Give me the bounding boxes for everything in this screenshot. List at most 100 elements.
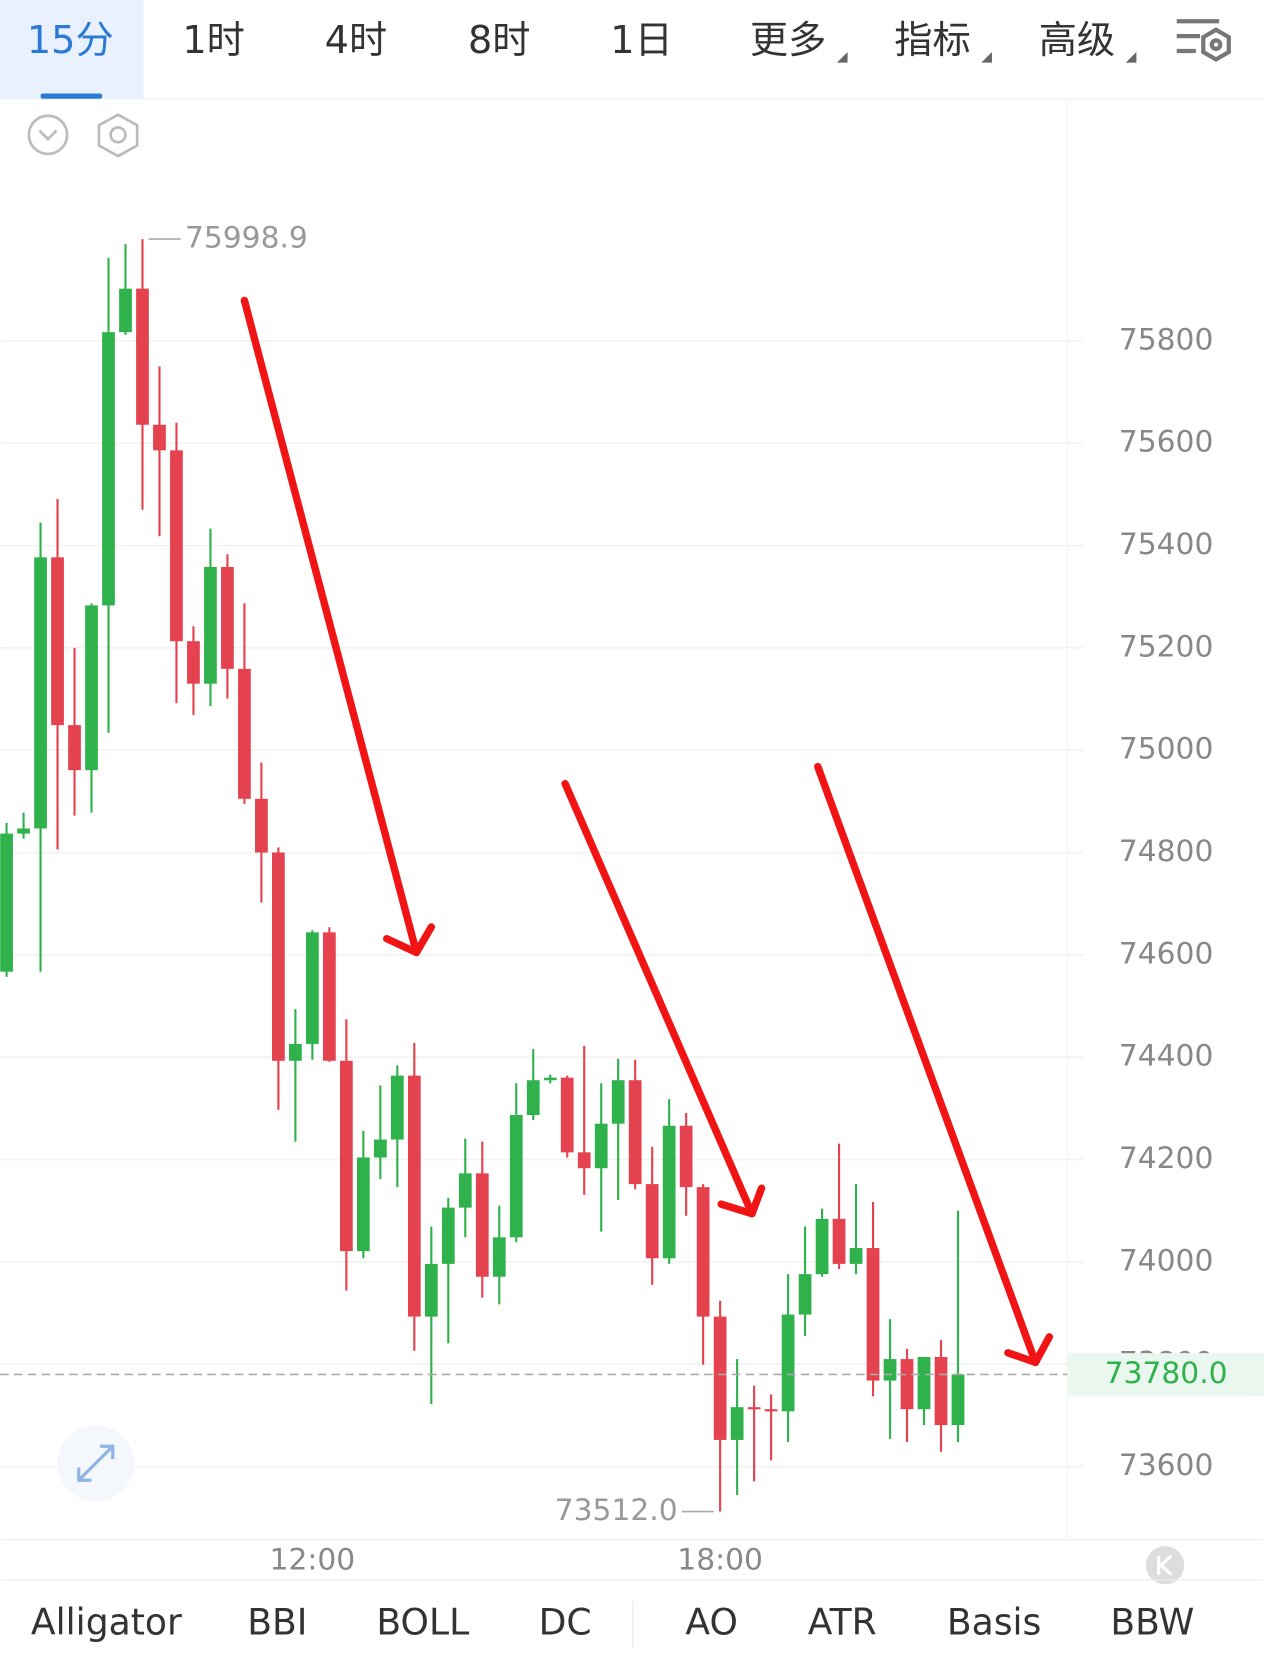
y-tick-label: 73600 bbox=[1119, 1448, 1214, 1483]
plot: 7360073800740007420074400746007480075000… bbox=[0, 221, 1264, 1577]
candle-body bbox=[339, 1060, 353, 1252]
candle-body bbox=[424, 1263, 438, 1317]
candle-body bbox=[866, 1248, 880, 1381]
candle-body bbox=[272, 852, 285, 1061]
indicator-tab[interactable]: DC bbox=[539, 1601, 592, 1644]
candle-body bbox=[68, 725, 81, 771]
y-tick-label: 74400 bbox=[1119, 1039, 1214, 1074]
toolbar-tab[interactable]: 1时 bbox=[182, 19, 245, 63]
indicator-tab[interactable]: AO bbox=[685, 1601, 737, 1644]
indicator-tab[interactable]: ATR bbox=[808, 1601, 877, 1644]
candle-body bbox=[475, 1173, 489, 1277]
toolbar-tab[interactable]: 8时 bbox=[468, 19, 531, 63]
candle-body bbox=[543, 1077, 557, 1081]
candle-body bbox=[696, 1187, 710, 1317]
dropdown-caret bbox=[1125, 52, 1137, 63]
collapse-icon[interactable] bbox=[27, 114, 69, 156]
candle-body bbox=[441, 1207, 455, 1264]
candle-body bbox=[900, 1359, 914, 1410]
active-tab-bg bbox=[0, 0, 144, 99]
x-tick-label: 18:00 bbox=[677, 1542, 763, 1577]
candle-body bbox=[289, 1043, 302, 1061]
candle-body bbox=[713, 1316, 727, 1440]
candle-body bbox=[628, 1080, 642, 1185]
candle-body bbox=[17, 828, 30, 834]
candle-body bbox=[934, 1357, 948, 1426]
style-icon[interactable] bbox=[97, 113, 139, 158]
high-label: 75998.9 bbox=[185, 221, 308, 256]
candle-body bbox=[0, 833, 13, 972]
x-tick-label: 12:00 bbox=[270, 1542, 356, 1577]
candle-body bbox=[102, 332, 115, 606]
candle-body bbox=[51, 557, 64, 726]
y-tick-label: 75400 bbox=[1119, 527, 1214, 562]
candle-body bbox=[356, 1157, 370, 1252]
y-tick-label: 74000 bbox=[1119, 1243, 1214, 1278]
candle-body bbox=[645, 1184, 659, 1259]
candle-body bbox=[204, 567, 217, 684]
candle-body bbox=[560, 1077, 574, 1153]
y-tick-label: 74200 bbox=[1119, 1141, 1214, 1176]
y-tick-label: 74600 bbox=[1119, 936, 1214, 971]
candle-body bbox=[153, 424, 166, 451]
indicator-tab[interactable]: BBI bbox=[247, 1601, 307, 1644]
candle-body bbox=[747, 1407, 761, 1410]
candle-body bbox=[764, 1409, 778, 1412]
candle-body bbox=[85, 605, 98, 771]
toolbar bbox=[0, 0, 1264, 99]
candle-body bbox=[781, 1314, 795, 1412]
candle-body bbox=[730, 1407, 744, 1440]
settings-icon[interactable] bbox=[1176, 19, 1231, 62]
candle-body bbox=[662, 1125, 676, 1259]
candle-body bbox=[407, 1075, 421, 1317]
candle-body bbox=[611, 1080, 625, 1124]
y-tick-label: 75000 bbox=[1119, 732, 1214, 767]
candle-body bbox=[373, 1139, 387, 1158]
dropdown-caret bbox=[981, 52, 992, 63]
active-tab-indicator bbox=[40, 93, 103, 99]
candle-body bbox=[187, 641, 200, 684]
candle-body bbox=[306, 932, 319, 1044]
indicator-tab[interactable]: BBW bbox=[1110, 1601, 1194, 1644]
toolbar-tab[interactable]: 指标 bbox=[894, 19, 970, 63]
candle-body bbox=[170, 450, 183, 642]
y-tick-label: 75800 bbox=[1119, 322, 1214, 357]
candle-body bbox=[917, 1357, 931, 1410]
candle-body bbox=[883, 1359, 897, 1381]
candle-body bbox=[577, 1152, 591, 1169]
indicator-tab[interactable]: Alligator bbox=[31, 1601, 182, 1644]
candle-body bbox=[951, 1374, 965, 1426]
annotation-arrows bbox=[240, 296, 1054, 1367]
y-tick-label: 75200 bbox=[1119, 629, 1214, 664]
expand-icon[interactable] bbox=[57, 1425, 134, 1502]
candle-body bbox=[798, 1274, 812, 1315]
candle-body bbox=[594, 1123, 608, 1169]
toolbar-tab[interactable]: 15分 bbox=[27, 19, 114, 63]
candle-body bbox=[815, 1218, 829, 1275]
candle-body bbox=[849, 1248, 863, 1264]
candle-body bbox=[832, 1218, 846, 1264]
low-label: 73512.0 bbox=[555, 1493, 678, 1528]
toolbar-tab[interactable]: 4时 bbox=[325, 19, 388, 63]
indicator-tab[interactable]: BOLL bbox=[376, 1601, 469, 1644]
last-price-label: 73780.0 bbox=[1105, 1356, 1228, 1391]
candle-body bbox=[390, 1075, 404, 1140]
candle-body bbox=[492, 1237, 506, 1277]
candle-body bbox=[458, 1173, 472, 1208]
toolbar-tab[interactable]: 更多 bbox=[750, 19, 826, 63]
toolbar-tab[interactable]: 高级 bbox=[1039, 19, 1115, 63]
candle-body bbox=[221, 567, 234, 669]
candle-body bbox=[679, 1125, 693, 1188]
candle-body bbox=[322, 932, 336, 1061]
candle-body bbox=[136, 288, 149, 425]
candle-body bbox=[119, 288, 132, 333]
toolbar-tab[interactable]: 1日 bbox=[610, 19, 673, 63]
dropdown-caret bbox=[836, 52, 848, 63]
logo-icon bbox=[1145, 1546, 1185, 1585]
candle-body bbox=[238, 668, 251, 799]
indicator-tab[interactable]: Basis bbox=[947, 1601, 1042, 1644]
candle-body bbox=[255, 798, 268, 853]
last-price-box bbox=[1068, 1353, 1264, 1396]
